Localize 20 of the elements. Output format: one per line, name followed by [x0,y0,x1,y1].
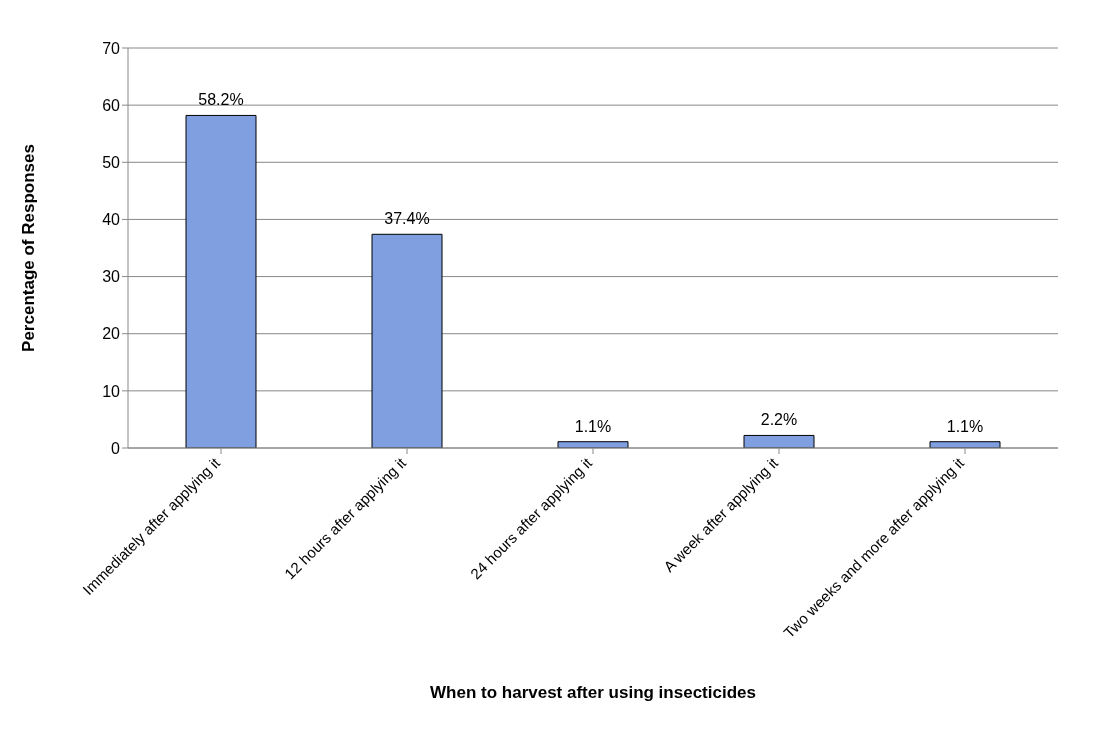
y-tick-label: 20 [102,325,121,343]
bar [185,114,257,448]
data-label: 2.2% [760,411,798,429]
y-tick-label: 10 [102,382,121,400]
data-label: 37.4% [384,210,430,228]
y-tick-label: 70 [102,39,121,57]
data-label: 1.1% [574,417,612,435]
x-axis-title: When to harvest after using insecticides [430,683,756,702]
bar [557,441,629,448]
y-axis-title: Percentage of Responses [19,144,39,352]
y-tick-label: 40 [102,211,121,229]
data-label: 58.2% [198,91,244,109]
bar [371,233,443,448]
y-tick-label: 50 [102,153,121,171]
bar [929,441,1001,448]
y-tick-label: 30 [102,268,121,286]
y-tick-label: 0 [111,439,121,457]
bar [743,434,815,448]
data-label: 1.1% [946,417,984,435]
y-tick-label: 60 [102,96,121,114]
